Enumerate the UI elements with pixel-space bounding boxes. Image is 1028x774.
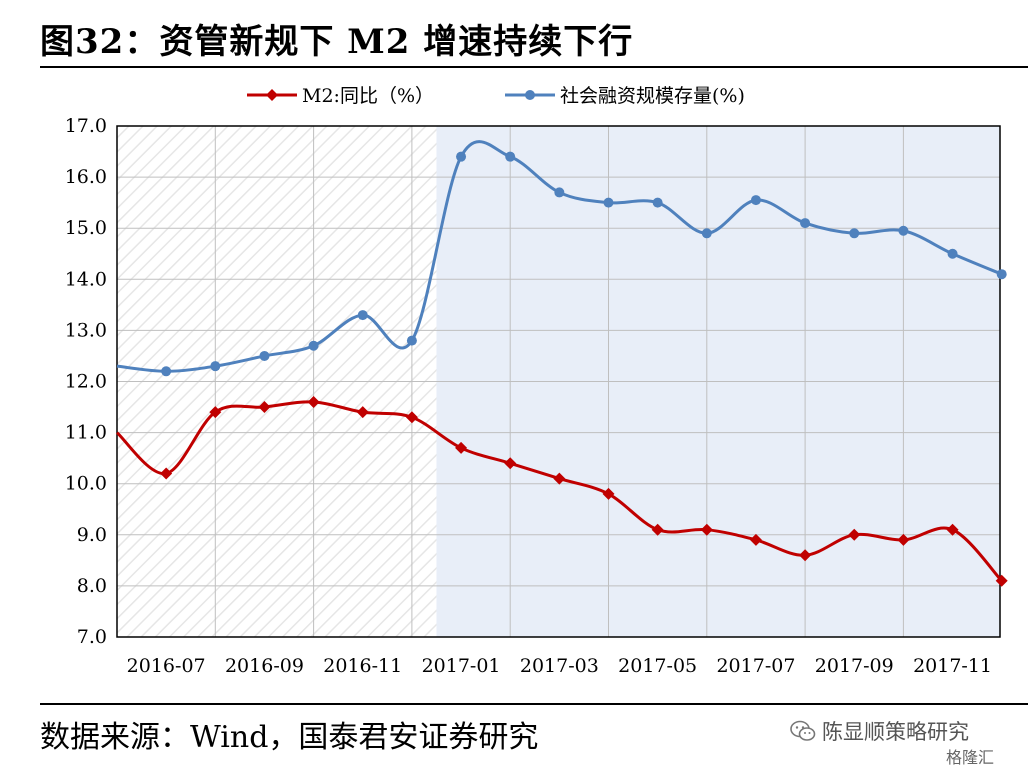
m2-point bbox=[848, 528, 861, 541]
y-tick-label: 10.0 bbox=[65, 473, 107, 495]
social-financing-point bbox=[210, 361, 221, 372]
social-financing-point bbox=[947, 248, 958, 259]
m2-point bbox=[405, 411, 418, 424]
y-tick-label: 8.0 bbox=[77, 575, 107, 597]
y-tick-label: 12.0 bbox=[65, 371, 107, 393]
social-financing-point bbox=[456, 151, 467, 162]
social-financing-point bbox=[701, 228, 712, 239]
m2-point bbox=[897, 533, 910, 546]
x-tick-label: 2017-09 bbox=[815, 655, 894, 677]
y-tick-label: 14.0 bbox=[65, 268, 107, 290]
m2-point bbox=[946, 523, 959, 536]
social-financing-point bbox=[603, 197, 614, 208]
m2-point bbox=[307, 395, 320, 408]
y-tick-label: 16.0 bbox=[65, 166, 107, 188]
watermark-text: 格隆汇 bbox=[946, 748, 995, 767]
m2-point bbox=[209, 406, 222, 419]
m2-point bbox=[602, 487, 615, 500]
y-tick-label: 9.0 bbox=[77, 524, 107, 546]
y-tick-label: 15.0 bbox=[65, 217, 107, 239]
social-financing-point bbox=[898, 225, 909, 236]
social-financing-point bbox=[554, 187, 565, 198]
m2-point bbox=[700, 523, 713, 536]
social-financing-point bbox=[406, 335, 417, 346]
m2-point bbox=[995, 574, 1008, 587]
y-tick-label: 11.0 bbox=[65, 422, 107, 444]
m2-point bbox=[749, 533, 762, 546]
x-tick-label: 2017-01 bbox=[422, 655, 501, 677]
x-tick-label: 2016-09 bbox=[225, 655, 304, 677]
x-tick-label: 2016-11 bbox=[323, 655, 402, 677]
m2-point bbox=[799, 549, 812, 562]
y-tick-label: 17.0 bbox=[65, 115, 107, 137]
social-financing-point bbox=[996, 269, 1007, 280]
legend: M2:同比（%） 社会融资规模存量(%) bbox=[247, 85, 745, 107]
footer-divider bbox=[40, 703, 1028, 705]
x-tick-label: 2017-05 bbox=[618, 655, 697, 677]
legend-label: 社会融资规模存量(%) bbox=[560, 85, 745, 107]
social-financing-point bbox=[308, 340, 319, 351]
social-financing-line bbox=[116, 140, 1003, 373]
m2-point bbox=[356, 406, 369, 419]
axes: 7.0 8.0 9.0 10.0 11.0 12.0 13.0 14.0 15.0 16.0 17.… bbox=[65, 115, 1001, 677]
y-tick-label: 7.0 bbox=[77, 626, 107, 648]
data-source-note: 数据来源：Wind，国泰君安证券研究 bbox=[40, 720, 539, 755]
legend-label: M2:同比（%） bbox=[302, 85, 434, 107]
social-financing-point bbox=[161, 366, 172, 377]
x-tick-label: 2017-07 bbox=[716, 655, 795, 677]
m2-point bbox=[651, 523, 664, 536]
title-divider bbox=[40, 66, 1028, 68]
x-tick-label: 2017-03 bbox=[520, 655, 599, 677]
social-financing-point bbox=[750, 195, 761, 206]
x-tick-label: 2016-07 bbox=[127, 655, 206, 677]
social-financing-point bbox=[800, 218, 811, 229]
social-financing-point bbox=[849, 228, 860, 239]
m2-point bbox=[258, 401, 271, 414]
m2-point bbox=[553, 472, 566, 485]
wechat-account: 陈显顺策略研究 bbox=[790, 716, 969, 746]
m2-point bbox=[455, 441, 468, 454]
social-financing-point bbox=[505, 151, 516, 162]
gridlines bbox=[117, 125, 1000, 638]
gelonghui-logo-icon: 格隆汇 bbox=[946, 744, 994, 768]
social-financing-point bbox=[259, 350, 270, 361]
y-tick-label: 13.0 bbox=[65, 319, 107, 341]
legend-marker bbox=[266, 89, 278, 101]
m2-point bbox=[504, 457, 517, 470]
series-layer bbox=[115, 140, 1008, 587]
x-tick-label: 2017-11 bbox=[913, 655, 992, 677]
chart-title: 图32：资管新规下 M2 增速持续下行 bbox=[40, 22, 634, 62]
social-financing-point bbox=[652, 197, 663, 208]
m2-point bbox=[160, 467, 173, 480]
wechat-icon bbox=[790, 720, 816, 741]
legend-marker bbox=[525, 90, 535, 100]
line-chart: 7.0 8.0 9.0 10.0 11.0 12.0 13.0 14.0 15.0 16.0 17.… bbox=[65, 85, 1008, 677]
wechat-account-name: 陈显顺策略研究 bbox=[822, 720, 969, 744]
plot-frame bbox=[116, 125, 1001, 638]
social-financing-point bbox=[357, 310, 368, 321]
